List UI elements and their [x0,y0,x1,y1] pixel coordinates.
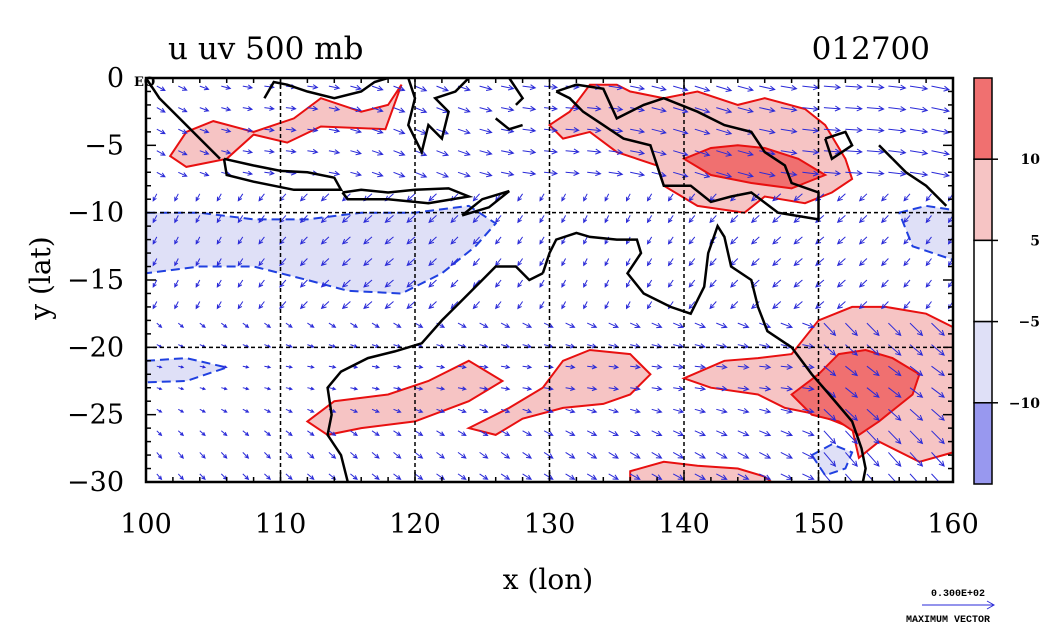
x-tick-label-110: 110 [255,509,307,540]
max-vector-arrow [922,600,996,610]
contour-region-neg-9 [146,357,231,384]
x-axis-label: x (lon) [503,563,593,596]
y-tick-label-10: −10 [67,198,124,229]
coastline-4 [263,78,389,100]
coastline-2 [341,187,474,205]
x-tick-label-120: 120 [389,509,441,540]
coastline-3 [461,189,510,217]
y-tick-label-0: 0 [107,63,124,94]
contour-region-neg-8 [146,204,498,295]
y-tick-label-15: −15 [67,265,124,296]
colorbar-bin-2 [973,239,993,323]
colorbar-bin-3 [973,320,993,404]
contour-region-pos-7 [629,460,773,482]
coastline-11 [878,144,894,160]
y-tick-label-25: −25 [67,400,124,431]
date-label: 012700 [812,31,930,67]
x-tick-label-100: 100 [120,509,172,540]
coastline-9 [824,130,854,161]
y-tick-label-30: −30 [67,467,124,498]
coastline-1 [222,157,344,192]
colorbar-label-0: 10 [1021,152,1041,168]
colorbar-bin-0 [973,77,993,160]
colorbar-label-3: −10 [1009,396,1040,412]
contour-region-pos-3 [305,359,505,436]
y-tick-label-20: −20 [67,332,124,363]
coastline-7 [494,117,523,131]
coastline-0 [146,78,221,160]
x-tick-label-150: 150 [793,509,845,540]
x-tick-label-160: 160 [927,509,979,540]
colorbar-bin-1 [973,158,993,242]
contour-region-neg-10 [897,204,953,261]
max-vector-caption: MAXIMUM VECTOR [906,615,990,626]
colorbar-label-2: −5 [1019,315,1040,331]
contour-region-neg-11 [810,443,854,477]
x-tick-label-130: 130 [524,509,576,540]
contour-region-pos-0 [168,84,403,168]
coastline-5 [406,78,470,156]
y-tick-label-5: −5 [84,130,124,161]
max-vector-value: 0.300E+02 [931,589,985,600]
coastline-12 [541,223,867,482]
eq-label: EQ [134,75,155,90]
colorbar-bin-4 [973,402,993,485]
x-tick-label-140: 140 [658,509,710,540]
y-axis-label: y (lat) [24,236,57,320]
contour-region-pos-4 [465,348,652,436]
chart-title: u uv 500 mb [168,31,363,67]
coastline-10 [891,157,948,207]
colorbar-label-1: 5 [1030,233,1040,249]
coastline-6 [508,78,525,106]
